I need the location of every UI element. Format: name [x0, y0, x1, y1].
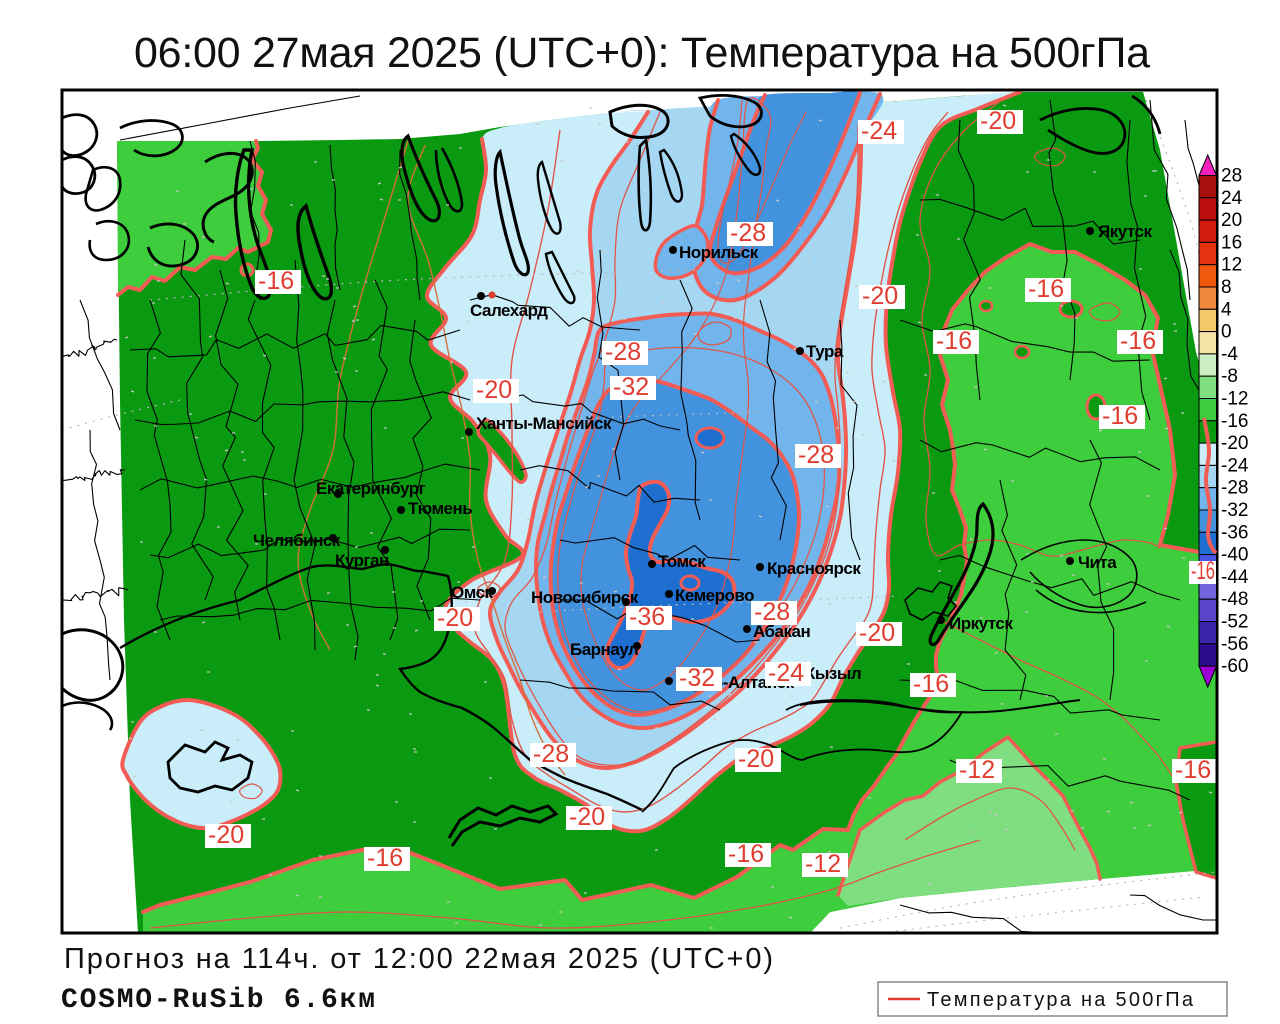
- svg-text:Барнаул: Барнаул: [570, 640, 638, 659]
- svg-text:-48: -48: [1221, 589, 1248, 610]
- svg-text:-12: -12: [1221, 389, 1248, 410]
- svg-text:-20: -20: [569, 803, 605, 831]
- svg-text:-32: -32: [613, 373, 649, 401]
- svg-text:28: 28: [1221, 166, 1242, 187]
- svg-text:Прогноз на 114ч. от 12:00 22ма: Прогноз на 114ч. от 12:00 22мая 2025 (UT…: [64, 943, 773, 975]
- svg-text:24: 24: [1221, 188, 1243, 209]
- svg-text:-20: -20: [208, 821, 244, 849]
- svg-text:Екатеринбург: Екатеринбург: [316, 479, 426, 498]
- svg-text:16: 16: [1221, 232, 1242, 253]
- svg-text:-16: -16: [1120, 327, 1156, 355]
- svg-text:Норильск: Норильск: [679, 243, 759, 262]
- svg-text:-28: -28: [730, 219, 766, 247]
- svg-text:Абакан: Абакан: [753, 622, 810, 641]
- svg-text:Кызыл: Кызыл: [805, 664, 861, 683]
- svg-text:-4: -4: [1221, 344, 1238, 365]
- svg-text:Томск: Томск: [658, 552, 706, 571]
- svg-text:Челябинск: Челябинск: [253, 531, 341, 550]
- svg-text:-16: -16: [1028, 275, 1064, 303]
- svg-text:Ханты-Мансийск: Ханты-Мансийск: [476, 414, 612, 433]
- svg-text:-32: -32: [1221, 500, 1248, 521]
- svg-text:-16: -16: [367, 844, 403, 872]
- svg-text:-60: -60: [1221, 656, 1248, 677]
- svg-text:-28: -28: [754, 598, 790, 626]
- svg-text:8: 8: [1221, 277, 1232, 298]
- svg-text:-28: -28: [605, 338, 641, 366]
- svg-text:Омск: Омск: [451, 583, 494, 602]
- svg-text:-24: -24: [861, 117, 897, 145]
- svg-text:-20: -20: [1221, 433, 1248, 454]
- svg-text:-20: -20: [980, 107, 1016, 135]
- svg-text:-20: -20: [862, 282, 898, 310]
- svg-text:-16: -16: [728, 840, 764, 868]
- svg-text:Курган: Курган: [335, 551, 389, 570]
- svg-text:-20: -20: [738, 745, 774, 773]
- svg-text:-28: -28: [1221, 478, 1248, 499]
- svg-text:0: 0: [1221, 322, 1232, 343]
- svg-text:-36: -36: [1221, 522, 1248, 543]
- svg-text:20: 20: [1221, 210, 1242, 231]
- svg-text:-44: -44: [1221, 567, 1249, 588]
- svg-text:-12: -12: [805, 850, 841, 878]
- svg-text:-16: -16: [1221, 411, 1248, 432]
- svg-text:-28: -28: [533, 740, 569, 768]
- svg-text:Чита: Чита: [1078, 553, 1117, 572]
- svg-text:COSMO-RuSib 6.6км: COSMO-RuSib 6.6км: [61, 985, 375, 1016]
- svg-text:-16: -16: [936, 327, 972, 355]
- svg-text:06:00 27мая 2025 (UTC+0): Темп: 06:00 27мая 2025 (UTC+0): Температура на…: [134, 29, 1150, 77]
- svg-text:-16: -16: [258, 267, 294, 295]
- svg-text:-32: -32: [679, 664, 715, 692]
- svg-text:-8: -8: [1221, 366, 1238, 387]
- svg-text:-16: -16: [1191, 557, 1215, 585]
- svg-text:4: 4: [1221, 299, 1232, 320]
- svg-text:-40: -40: [1221, 545, 1248, 566]
- svg-text:-24: -24: [1221, 455, 1249, 476]
- svg-text:-36: -36: [629, 603, 665, 631]
- svg-text:-28: -28: [798, 441, 834, 469]
- svg-text:Иркутск: Иркутск: [949, 614, 1013, 633]
- svg-text:-16: -16: [1175, 756, 1211, 784]
- svg-text:-52: -52: [1221, 612, 1248, 633]
- svg-text:12: 12: [1221, 255, 1242, 276]
- svg-text:Красноярск: Красноярск: [767, 559, 861, 578]
- svg-text:-24: -24: [768, 659, 804, 687]
- svg-text:-20: -20: [437, 604, 473, 632]
- svg-text:-16: -16: [1102, 402, 1138, 430]
- svg-text:Якутск: Якутск: [1098, 222, 1152, 241]
- svg-text:-20: -20: [476, 376, 512, 404]
- svg-text:-12: -12: [959, 756, 995, 784]
- svg-text:Салехард: Салехард: [470, 301, 548, 320]
- svg-text:Кемерово: Кемерово: [675, 586, 754, 605]
- svg-text:-20: -20: [859, 619, 895, 647]
- svg-text:-56: -56: [1221, 634, 1248, 655]
- svg-text:Новосибирск: Новосибирск: [531, 588, 639, 607]
- svg-text:-16: -16: [913, 670, 949, 698]
- svg-text:Тюмень: Тюмень: [408, 499, 472, 518]
- svg-text:Тура: Тура: [806, 342, 844, 361]
